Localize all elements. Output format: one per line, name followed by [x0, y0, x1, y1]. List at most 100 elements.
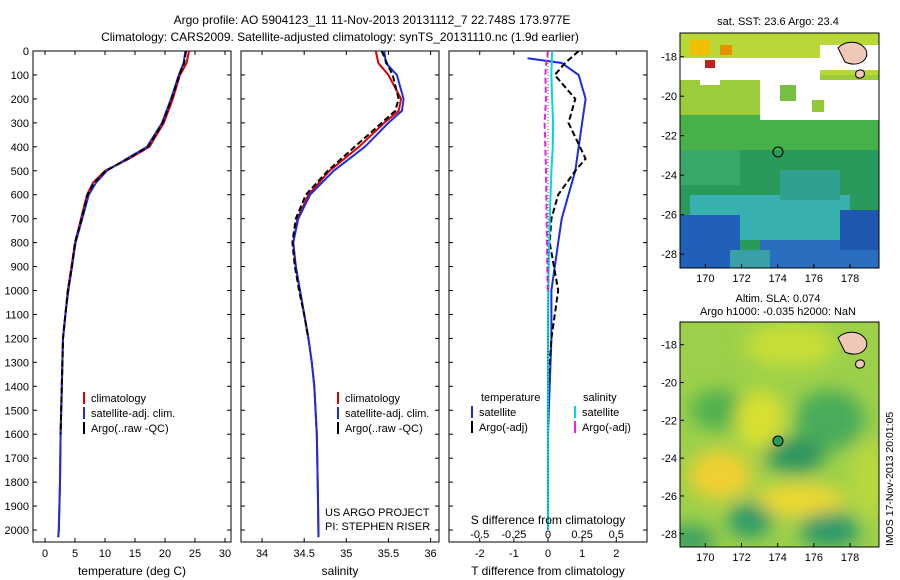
map-x-tick-label: 178: [841, 552, 859, 564]
legend-title-temperature: temperature: [481, 392, 540, 404]
title-line-2: Climatology: CARS2009. Satellite-adjuste…: [101, 30, 579, 44]
depth-tick-label: 0: [23, 46, 29, 58]
legend-satellite: satellite-adj. clim.: [345, 408, 429, 420]
sla-map-title-1: Altim. SLA: 0.074: [736, 293, 821, 305]
temperature-axes: [32, 50, 232, 543]
difference-xlabel: T difference from climatology: [471, 564, 625, 578]
salinity-plot: 34 34.5 35 35.5 36: [256, 50, 437, 560]
sst-argo-marker: [772, 146, 784, 158]
x-tick-label: 34: [256, 548, 268, 560]
sla-map-title-2: Argo h1000: -0.035 h2000: NaN: [700, 306, 856, 318]
temperature-legend: climatology satellite-adj. clim. Argo(..…: [83, 392, 175, 435]
sst-map-image: [680, 33, 879, 268]
map-y-tick-label: -28: [661, 249, 677, 261]
map-y-tick-label: -24: [661, 453, 677, 465]
x-tick-label: 0: [545, 548, 551, 560]
legend-argo: Argo(..raw -QC): [91, 423, 169, 435]
depth-tick-label: 200: [11, 94, 29, 106]
depth-tick-label: 1900: [5, 501, 29, 513]
legend-s-argo: Argo(-adj): [582, 422, 631, 434]
x-tick-label: 10: [99, 548, 111, 560]
series-line-1: [292, 50, 405, 538]
depth-tick-label: 1300: [5, 357, 29, 369]
series-line-2: [59, 50, 187, 435]
sla-map-axes: 170 172 174 176 178 -18 -20 -22 -24 -26 -28: [661, 340, 859, 564]
legend-t-satellite: satellite: [479, 407, 516, 419]
depth-tick-label: 1500: [5, 405, 29, 417]
salinity-xlabel: salinity: [322, 564, 359, 578]
depth-tick-label: 400: [11, 142, 29, 154]
map-y-tick-label: -20: [661, 91, 677, 103]
depth-tick-label: 1700: [5, 453, 29, 465]
x-tick-label: 35: [340, 548, 352, 560]
x-tick-label: -2: [475, 548, 485, 560]
x-tick-label: 0: [42, 548, 48, 560]
depth-tick-label: 1800: [5, 477, 29, 489]
series-line-2: [547, 50, 555, 530]
x-tick-label-salinity: -0.5: [470, 529, 489, 541]
legend-climatology: climatology: [345, 393, 401, 405]
salinity-axes: [240, 50, 440, 543]
map-x-tick-label: 170: [696, 552, 714, 564]
imos-timestamp: IMOS 17-Nov-2013 20:01:05: [884, 412, 896, 546]
sla-argo-marker: [772, 435, 784, 447]
map-y-tick-label: -26: [661, 210, 677, 222]
x-tick-label: 15: [129, 548, 141, 560]
depth-tick-label: 300: [11, 118, 29, 130]
depth-tick-label: 900: [11, 262, 29, 274]
x-tick-label-salinity: 0.25: [571, 529, 592, 541]
map-x-tick-label: 172: [732, 273, 750, 285]
map-x-tick-label: 174: [769, 273, 787, 285]
depth-tick-label: 1100: [5, 309, 29, 321]
sla-map-frame: [679, 321, 880, 548]
x-tick-label: 36: [424, 548, 436, 560]
legend-s-satellite: satellite: [582, 407, 619, 419]
sst-map-frame: [679, 32, 880, 269]
map-y-tick-label: -20: [661, 378, 677, 390]
depth-tick-label: 600: [11, 190, 29, 202]
difference-legend: temperature salinity satellite Argo(-adj…: [471, 392, 631, 434]
credit-project: US ARGO PROJECT: [325, 507, 430, 519]
depth-tick-label: 500: [11, 166, 29, 178]
depth-tick-label: 1600: [5, 429, 29, 441]
depth-tick-label: 2000: [5, 525, 29, 537]
series-line-0: [292, 50, 403, 538]
temperature-plot: 0 5 10 15 20 25 30: [42, 50, 231, 560]
series-line-0: [527, 57, 587, 530]
legend-t-argo: Argo(-adj): [479, 422, 528, 434]
x-tick-label: -1: [509, 548, 519, 560]
depth-tick-label: 1000: [5, 286, 29, 298]
series-line-1: [57, 50, 187, 538]
map-y-tick-label: -26: [661, 491, 677, 503]
x-tick-label: 25: [189, 548, 201, 560]
sst-map-title: sat. SST: 23.6 Argo: 23.4: [717, 16, 839, 28]
depth-axis: 0 100 200 300 400 500 600 700 800 900 1000 1100 1200…: [5, 46, 647, 537]
credit-pi: PI: STEPHEN RISER: [325, 521, 430, 533]
depth-tick-label: 800: [11, 238, 29, 250]
x-tick-label: 2: [613, 548, 619, 560]
legend-satellite: satellite-adj. clim.: [91, 408, 175, 420]
map-x-tick-label: 174: [769, 552, 787, 564]
difference-xlabel-salinity: S difference from climatology: [471, 513, 626, 527]
map-x-tick-label: 172: [732, 552, 750, 564]
map-y-tick-label: -18: [661, 340, 677, 352]
map-x-tick-label: 170: [696, 273, 714, 285]
x-tick-label: 34.5: [293, 548, 314, 560]
sla-map-image: [680, 322, 879, 547]
series-line-2: [291, 50, 400, 339]
legend-argo: Argo(..raw -QC): [345, 423, 423, 435]
x-tick-label-salinity: -0.25: [501, 529, 526, 541]
temperature-xlabel: temperature (deg C): [78, 564, 186, 578]
series-line-1: [547, 50, 587, 435]
x-tick-label: 1: [579, 548, 585, 560]
title-line-1: Argo profile: AO 5904123_11 11-Nov-2013 …: [174, 13, 571, 27]
salinity-legend: climatology satellite-adj. clim. Argo(..…: [325, 392, 430, 533]
depth-tick-label: 1400: [5, 381, 29, 393]
legend-climatology: climatology: [91, 393, 147, 405]
x-tick-label-salinity: 0.5: [609, 529, 624, 541]
series-line-3: [543, 50, 549, 291]
map-x-tick-label: 178: [841, 273, 859, 285]
map-y-tick-label: -18: [661, 52, 677, 64]
difference-plot: -2 -1 0 1 2-0.5 -0.25 0 0.25 0.5: [470, 50, 624, 560]
